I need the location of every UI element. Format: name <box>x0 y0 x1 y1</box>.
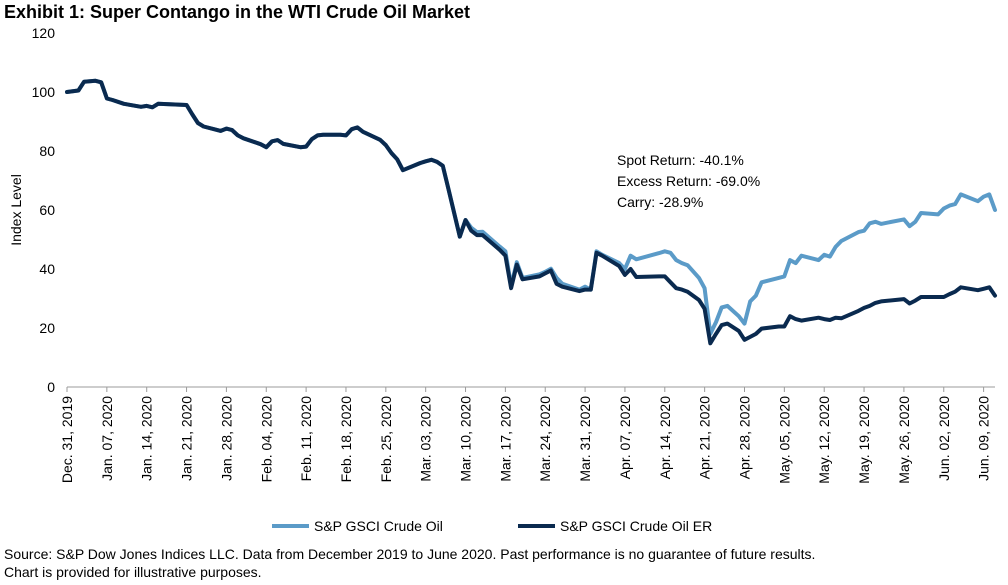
legend-label: S&P GSCI Crude Oil ER <box>560 518 712 534</box>
x-tick-label: Apr. 14, 2020 <box>657 396 673 480</box>
x-tick-label: Jan. 28, 2020 <box>218 396 234 481</box>
x-tick-label: Jun. 02, 2020 <box>936 396 952 481</box>
x-axis: Dec. 31, 2019 Jan. 07, 2020 Jan. 14, 2020 J… <box>59 387 992 484</box>
x-tick-label: Mar. 10, 2020 <box>458 396 474 482</box>
y-tick-label: 20 <box>39 320 55 336</box>
x-tick-label: Apr. 28, 2020 <box>736 396 752 480</box>
x-tick-label: May. 05, 2020 <box>776 396 792 484</box>
x-tick-label: Apr. 21, 2020 <box>697 396 713 480</box>
x-tick-label: Dec. 31, 2019 <box>59 396 75 483</box>
y-axis-label: Index Level <box>8 174 24 246</box>
x-tick-label: Apr. 07, 2020 <box>617 396 633 480</box>
y-axis: 0 20 40 60 80 100 120 <box>32 25 56 395</box>
y-tick-label: 100 <box>32 84 56 100</box>
return-annotation: Spot Return: -40.1% Excess Return: -69.0%… <box>617 152 760 210</box>
series-lines <box>65 78 997 346</box>
source-line-2: Chart is provided for illustrative purpo… <box>4 564 262 580</box>
y-tick-label: 60 <box>39 202 55 218</box>
x-tick-label: Jan. 21, 2020 <box>179 396 195 481</box>
x-tick-label: Mar. 24, 2020 <box>537 396 553 482</box>
x-tick-label: Mar. 31, 2020 <box>577 396 593 482</box>
y-tick-label: 0 <box>47 379 55 395</box>
x-tick-label: Jan. 07, 2020 <box>99 396 115 481</box>
y-tick-label: 40 <box>39 261 55 277</box>
x-tick-label: Feb. 11, 2020 <box>298 396 314 482</box>
y-tick-label: 80 <box>39 143 55 159</box>
x-tick-label: Mar. 17, 2020 <box>497 396 513 482</box>
x-tick-label: May. 12, 2020 <box>816 396 832 484</box>
x-tick-label: May. 19, 2020 <box>856 396 872 484</box>
line-chart: 0 20 40 60 80 100 120 Dec. 31, 2019 Jan. 07, 20… <box>8 25 997 534</box>
source-note: Source: S&P Dow Jones Indices LLC. Data … <box>4 545 1004 581</box>
x-tick-label: Feb. 25, 2020 <box>378 396 394 483</box>
legend-label: S&P GSCI Crude Oil <box>314 518 443 534</box>
x-tick-label: Feb. 18, 2020 <box>338 396 354 483</box>
series-line-crude-oil-er <box>65 78 997 346</box>
annotation-line: Spot Return: -40.1% <box>617 152 744 168</box>
chart-title: Exhibit 1: Super Contango in the WTI Cru… <box>4 2 471 22</box>
x-tick-label: Jun. 09, 2020 <box>976 396 992 481</box>
x-tick-label: Jan. 14, 2020 <box>139 396 155 481</box>
legend: S&P GSCI Crude Oil S&P GSCI Crude Oil ER <box>272 518 712 534</box>
source-line-1: Source: S&P Dow Jones Indices LLC. Data … <box>4 546 816 562</box>
x-tick-label: Feb. 04, 2020 <box>258 396 274 483</box>
x-tick-label: Mar. 03, 2020 <box>418 396 434 482</box>
x-tick-label: May. 26, 2020 <box>896 396 912 484</box>
annotation-line: Excess Return: -69.0% <box>617 173 760 189</box>
series-line-crude-oil <box>65 78 997 336</box>
annotation-line: Carry: -28.9% <box>617 194 703 210</box>
y-tick-label: 120 <box>32 25 56 41</box>
